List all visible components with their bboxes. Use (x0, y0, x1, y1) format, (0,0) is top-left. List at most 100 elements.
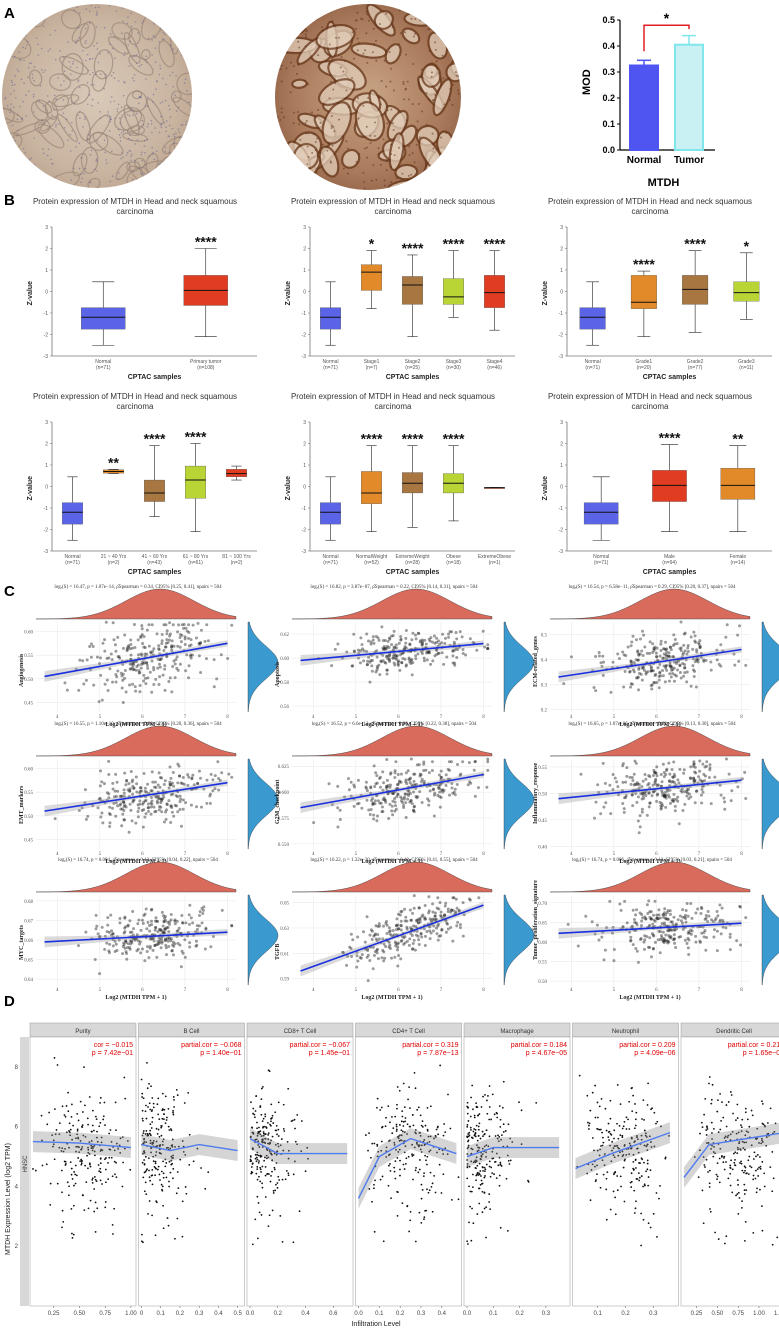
box-group-n: (n=11) (739, 365, 754, 371)
panel-label-b: B (4, 192, 15, 209)
box-group-n: (n=18) (446, 560, 461, 566)
cell-type-header: B Cell (183, 1029, 199, 1035)
significance-stars: **** (361, 431, 383, 447)
significance-stars: **** (144, 431, 166, 447)
box-ylabel: Z-value (27, 476, 34, 501)
box-group-label: 81 ~ 100 Yrs (222, 554, 251, 560)
box-group-n: (n=71) (323, 560, 338, 566)
significance-stars: **** (633, 256, 655, 272)
scatter-stat-line: logₑ(S) = 16.52, p = 6.6e−12, ρ̂Spearman… (312, 722, 477, 727)
scatter-xtick-label: 4 (56, 988, 59, 993)
box-ytick-label: 2 (45, 442, 48, 448)
scatter-ytick-label: 0.45 (24, 702, 33, 707)
mod-bar-chart: 0.0 0.1 0.2 0.3 0.4 0.5 Normal Tumor MOD MTDH * (581, 10, 715, 189)
box-ytick-label: -3 (44, 354, 49, 360)
box-group-label: Normal (322, 554, 338, 560)
significance-stars: **** (484, 236, 506, 252)
regression-line (558, 779, 742, 800)
box-group-label: 61 ~ 80 Yrs (183, 554, 209, 560)
p-value-label: p = 1.65e−06 (743, 1050, 779, 1057)
box-ylabel: Z-value (285, 281, 292, 306)
d-xtick-label: 1.00 (125, 1311, 137, 1317)
significance-stars: **** (443, 431, 465, 447)
box-plot-title: Protein expression of MTDH in Head and n… (33, 197, 237, 206)
top-density (549, 588, 751, 620)
significance-stars: **** (443, 236, 465, 252)
box-xlabel: CPTAC samples (128, 569, 182, 576)
box-group-n: (n=71) (96, 365, 111, 371)
box-stage3: **** Stage3(n=30) (443, 236, 465, 371)
box-group-n: (n=2) (231, 560, 243, 566)
scatter-xtick-label: 6 (397, 715, 400, 720)
scatter-xtick-label: 7 (184, 988, 187, 993)
cell-type-header: Dendritic Cell (716, 1029, 752, 1035)
scatter-ytick-label: 0.68 (24, 900, 33, 905)
scatter-ytick-label: 0.62 (280, 633, 289, 638)
d-xtick-label: 0.75 (99, 1311, 111, 1317)
d-xtick-label: 0.2 (515, 1311, 524, 1317)
box-group-label: Stage1 (364, 359, 380, 365)
box-plot-title: carcinoma (117, 207, 154, 216)
box-normal: Normal(n=71) (583, 476, 619, 566)
box-plot-title: Protein expression of MTDH in Head and n… (548, 197, 752, 206)
box-grade2: **** Grade2(n=77) (682, 236, 709, 371)
scatter-xtick-label: 8 (226, 988, 229, 993)
scatter-xtick-label: 7 (184, 715, 187, 720)
box-ytick-label: -2 (302, 528, 307, 534)
scatter-plot-angiogenesis: logₑ(S) = 16.47, p = 1.07e−14, ρ̂Spearma… (19, 585, 279, 728)
box-ytick-label: -1 (302, 506, 307, 512)
scatter-ytick-label: 0.60 (538, 941, 547, 946)
box-ytick-label: 1 (303, 463, 306, 469)
d-xtick-label: 0.1 (489, 1311, 498, 1317)
box-group-label: ExtremeObese (478, 554, 512, 560)
box-ytick-label: 0 (560, 485, 563, 491)
loess-curve (357, 1137, 457, 1199)
box-plot-3: Protein expression of MTDH in Head and n… (542, 197, 772, 381)
box-primary-tumor: **** Primary tumor(n=108) (183, 234, 228, 371)
d-xtick-label: 0.50 (711, 1311, 723, 1317)
infiltration-plot-macrophage: Macrophage 0.0 0.1 0.2 0.3 partial.cor = 0.18… (463, 1022, 571, 1317)
scatter-xtick-label: 6 (397, 988, 400, 993)
d-xtick-label: 1.00 (753, 1311, 765, 1317)
box-ytick-label: -3 (559, 354, 564, 360)
scatter-ytick-label: 0.50 (538, 980, 547, 985)
p-value-label: p = 7.42e−01 (92, 1050, 133, 1057)
scatter-ytick-label: 0.50 (538, 792, 547, 797)
loess-curve (249, 1138, 348, 1155)
box-normal: Normal(n=71) (320, 476, 341, 566)
box-plot-title: carcinoma (117, 402, 154, 411)
regression-line (300, 642, 484, 662)
scatter-ytick-label: 0.67 (24, 919, 33, 924)
bar-ytick-label: 0.0 (602, 145, 615, 155)
box-ytick-label: 1 (45, 463, 48, 469)
box-ytick-label: 3 (45, 420, 48, 426)
side-density (503, 894, 535, 986)
side-density (503, 758, 535, 850)
scatter-ylabel: Angiogenesis (19, 653, 25, 687)
box-group-label: NormalWeight (356, 554, 388, 560)
p-value-label: p = 7.87e−13 (417, 1050, 458, 1057)
scatter-xlabel: Log2 (MTDH TPM + 1) (619, 994, 680, 1001)
scatter-xtick-label: 5 (355, 988, 358, 993)
correlation-label: partial.cor = −0.067 (290, 1042, 350, 1049)
box-plot-title: Protein expression of MTDH in Head and n… (33, 392, 237, 401)
box-group-label: Normal (95, 359, 111, 365)
scatter-xtick-label: 6 (655, 852, 658, 857)
box-group-n: (n=77) (688, 365, 703, 371)
top-density (291, 861, 493, 893)
box-ytick-label: 1 (45, 268, 48, 274)
bar-ytick-label: 0.2 (602, 93, 615, 103)
d-xtick-label: 0.1 (375, 1311, 384, 1317)
d-ytick-label: 8 (15, 1065, 19, 1071)
d-xtick-label: 0.3 (417, 1311, 426, 1317)
scatter-plot-tgfb: logₑ(S) = 16.22, p = 1.32e−30, ρ̂Spearma… (275, 858, 535, 1001)
scatter-ylabel: TGFB (275, 944, 281, 960)
regression-line (300, 773, 484, 809)
box-plot-2: Protein expression of MTDH in Head and n… (285, 197, 515, 381)
scatter-xtick-label: 6 (655, 715, 658, 720)
box-group-label: Normal (322, 359, 338, 365)
scatter-xtick-label: 6 (141, 715, 144, 720)
scatter-xlabel: Log2 (MTDH TPM + 1) (361, 994, 422, 1001)
scatter-xtick-label: 7 (698, 988, 701, 993)
